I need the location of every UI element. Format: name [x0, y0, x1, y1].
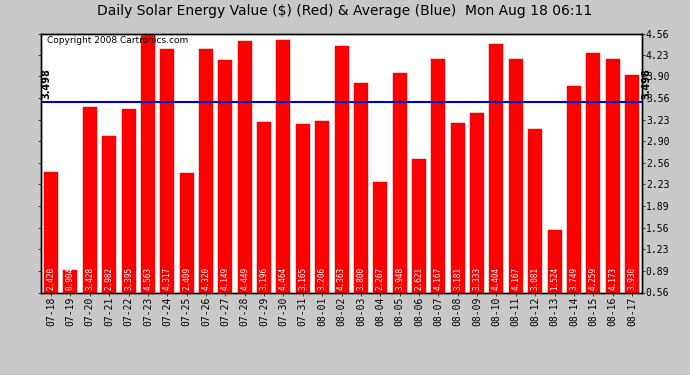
Bar: [257, 122, 271, 329]
Bar: [431, 59, 445, 329]
Bar: [63, 270, 77, 329]
Bar: [199, 49, 213, 329]
Text: 4.404: 4.404: [492, 267, 501, 290]
Text: 3.800: 3.800: [357, 267, 366, 290]
Text: Copyright 2008 Cartronics.com: Copyright 2008 Cartronics.com: [48, 36, 188, 45]
Bar: [354, 83, 368, 329]
Text: 3.749: 3.749: [569, 267, 578, 290]
Bar: [451, 123, 464, 329]
Bar: [83, 107, 97, 329]
Text: 4.464: 4.464: [279, 267, 288, 290]
Text: 1.524: 1.524: [550, 267, 559, 290]
Text: 4.363: 4.363: [337, 267, 346, 290]
Text: 3.181: 3.181: [453, 267, 462, 290]
Text: 4.259: 4.259: [589, 267, 598, 290]
Bar: [179, 173, 194, 329]
Bar: [296, 124, 310, 329]
Text: 4.167: 4.167: [434, 267, 443, 290]
Bar: [489, 44, 504, 329]
Text: 4.173: 4.173: [608, 267, 617, 290]
Text: 2.267: 2.267: [376, 267, 385, 290]
Bar: [412, 159, 426, 329]
Text: 3.930: 3.930: [627, 267, 636, 290]
Text: 3.165: 3.165: [298, 267, 307, 290]
Text: 3.498: 3.498: [642, 68, 651, 99]
Bar: [373, 182, 387, 329]
Text: 3.081: 3.081: [531, 267, 540, 290]
Bar: [238, 41, 252, 329]
Text: 3.948: 3.948: [395, 267, 404, 290]
Text: 3.498: 3.498: [41, 68, 51, 99]
Bar: [548, 230, 562, 329]
Text: 0.904: 0.904: [66, 267, 75, 290]
Text: 2.621: 2.621: [415, 267, 424, 290]
Text: 3.395: 3.395: [124, 267, 133, 290]
Bar: [625, 75, 639, 329]
Text: 4.317: 4.317: [163, 267, 172, 290]
Text: 2.982: 2.982: [105, 267, 114, 290]
Text: 2.420: 2.420: [47, 267, 56, 290]
Bar: [509, 59, 523, 329]
Text: 4.320: 4.320: [201, 267, 210, 290]
Bar: [277, 40, 290, 329]
Text: 3.428: 3.428: [86, 267, 95, 290]
Text: 2.409: 2.409: [182, 267, 191, 290]
Bar: [567, 86, 581, 329]
Bar: [335, 46, 348, 329]
Text: 4.149: 4.149: [221, 267, 230, 290]
Bar: [219, 60, 233, 329]
Bar: [102, 136, 116, 329]
Bar: [141, 33, 155, 329]
Bar: [121, 109, 135, 329]
Bar: [529, 129, 542, 329]
Bar: [44, 172, 58, 329]
Bar: [606, 59, 620, 329]
Text: 3.196: 3.196: [259, 267, 268, 290]
Text: 4.563: 4.563: [144, 267, 152, 290]
Bar: [470, 113, 484, 329]
Bar: [586, 53, 600, 329]
Text: 4.449: 4.449: [240, 267, 249, 290]
Bar: [160, 50, 175, 329]
Text: 3.206: 3.206: [317, 267, 326, 290]
Text: Daily Solar Energy Value ($) (Red) & Average (Blue)  Mon Aug 18 06:11: Daily Solar Energy Value ($) (Red) & Ave…: [97, 4, 593, 18]
Text: 4.167: 4.167: [511, 267, 520, 290]
Bar: [393, 74, 406, 329]
Bar: [315, 122, 329, 329]
Text: 3.333: 3.333: [473, 267, 482, 290]
